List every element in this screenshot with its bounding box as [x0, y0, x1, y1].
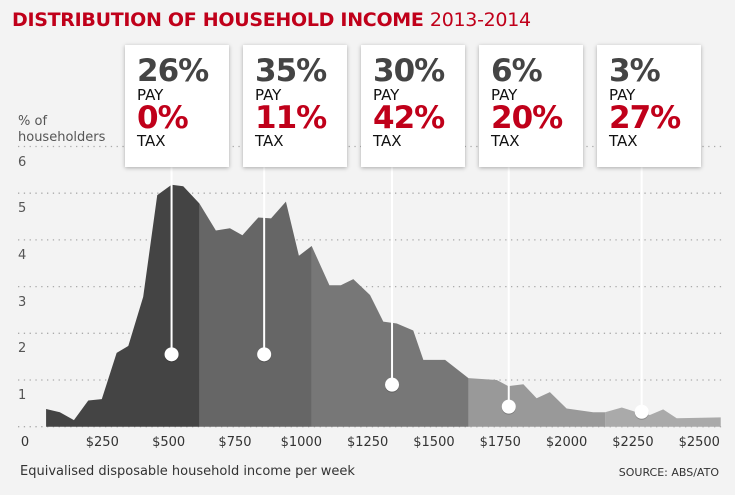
callout-pay: PAY: [255, 86, 282, 104]
y-tick-label: 5: [18, 201, 27, 217]
callout-tax: TAX: [373, 132, 402, 150]
x-tick-label: $750: [218, 435, 252, 450]
callout-pay: PAY: [137, 86, 164, 104]
y-tick-label: 6: [18, 154, 27, 170]
callout-dot: [501, 399, 516, 414]
x-tick-label: $1000: [280, 435, 322, 450]
callout-share: 26%: [137, 53, 209, 89]
callout-dot: [634, 404, 649, 419]
callout-tax: TAX: [609, 132, 638, 150]
y-tick-label: 3: [18, 294, 27, 310]
callout-pay: PAY: [373, 86, 400, 104]
callout-pay: PAY: [491, 86, 518, 104]
y-tick-label: 4: [18, 247, 27, 263]
callout-dot: [385, 377, 400, 392]
title-year: 2013-2014: [429, 9, 531, 31]
callout-share: 30%: [373, 53, 445, 89]
chart-title: DISTRIBUTION OF HOUSEHOLD INCOME 2013-20…: [12, 9, 531, 31]
y-tick-label: 2: [18, 341, 27, 357]
callout-pay: PAY: [609, 86, 636, 104]
x-tick-label: $250: [85, 435, 119, 450]
callout-rate: 11%: [255, 100, 327, 136]
x-tick-label: $2250: [612, 435, 654, 450]
y-axis-title: % of householders: [18, 114, 106, 145]
callout-rate: 0%: [137, 100, 189, 136]
x-tick-label: $1500: [413, 435, 455, 450]
tax-bracket-callout: 26% PAY 0% TAX: [125, 45, 229, 167]
callout-tax: TAX: [137, 132, 166, 150]
x-tick-label: $2000: [545, 435, 588, 450]
x-tick-label: $1250: [346, 435, 389, 450]
x-tick-label: $500: [152, 435, 186, 450]
tax-bracket-callout: 35% PAY 11% TAX: [243, 45, 347, 167]
y-tick-label: 1: [18, 388, 27, 403]
callout-tax: TAX: [255, 132, 284, 150]
callout-dot: [164, 347, 179, 362]
x-axis-title: Equivalised disposable household income …: [20, 464, 355, 479]
x-tick-label: $2500: [678, 435, 720, 450]
tax-bracket-callout: 3% PAY 27% TAX: [597, 45, 701, 167]
callout-share: 3%: [609, 53, 661, 89]
callout-share: 35%: [255, 53, 327, 89]
area-segment-2: [199, 201, 312, 427]
tax-bracket-callout: 30% PAY 42% TAX: [361, 45, 465, 167]
callout-dot: [257, 347, 272, 362]
area-segment-5: [605, 407, 721, 427]
area-segment-3: [311, 246, 469, 427]
title-main: DISTRIBUTION OF HOUSEHOLD INCOME: [12, 9, 424, 31]
x-tick-label: $1750: [479, 435, 521, 450]
tax-bracket-callout: 6% PAY 20% TAX: [479, 45, 583, 167]
callout-rate: 20%: [491, 100, 563, 136]
callout-tax: TAX: [491, 132, 520, 150]
callout-share: 6%: [491, 53, 543, 89]
callout-rate: 27%: [609, 100, 681, 136]
source-note: SOURCE: ABS/ATO: [618, 466, 719, 479]
x-tick-label: 0: [20, 435, 30, 450]
area-segment-1: [46, 184, 200, 427]
area-segment-4: [468, 378, 606, 427]
callout-rate: 42%: [373, 100, 445, 136]
